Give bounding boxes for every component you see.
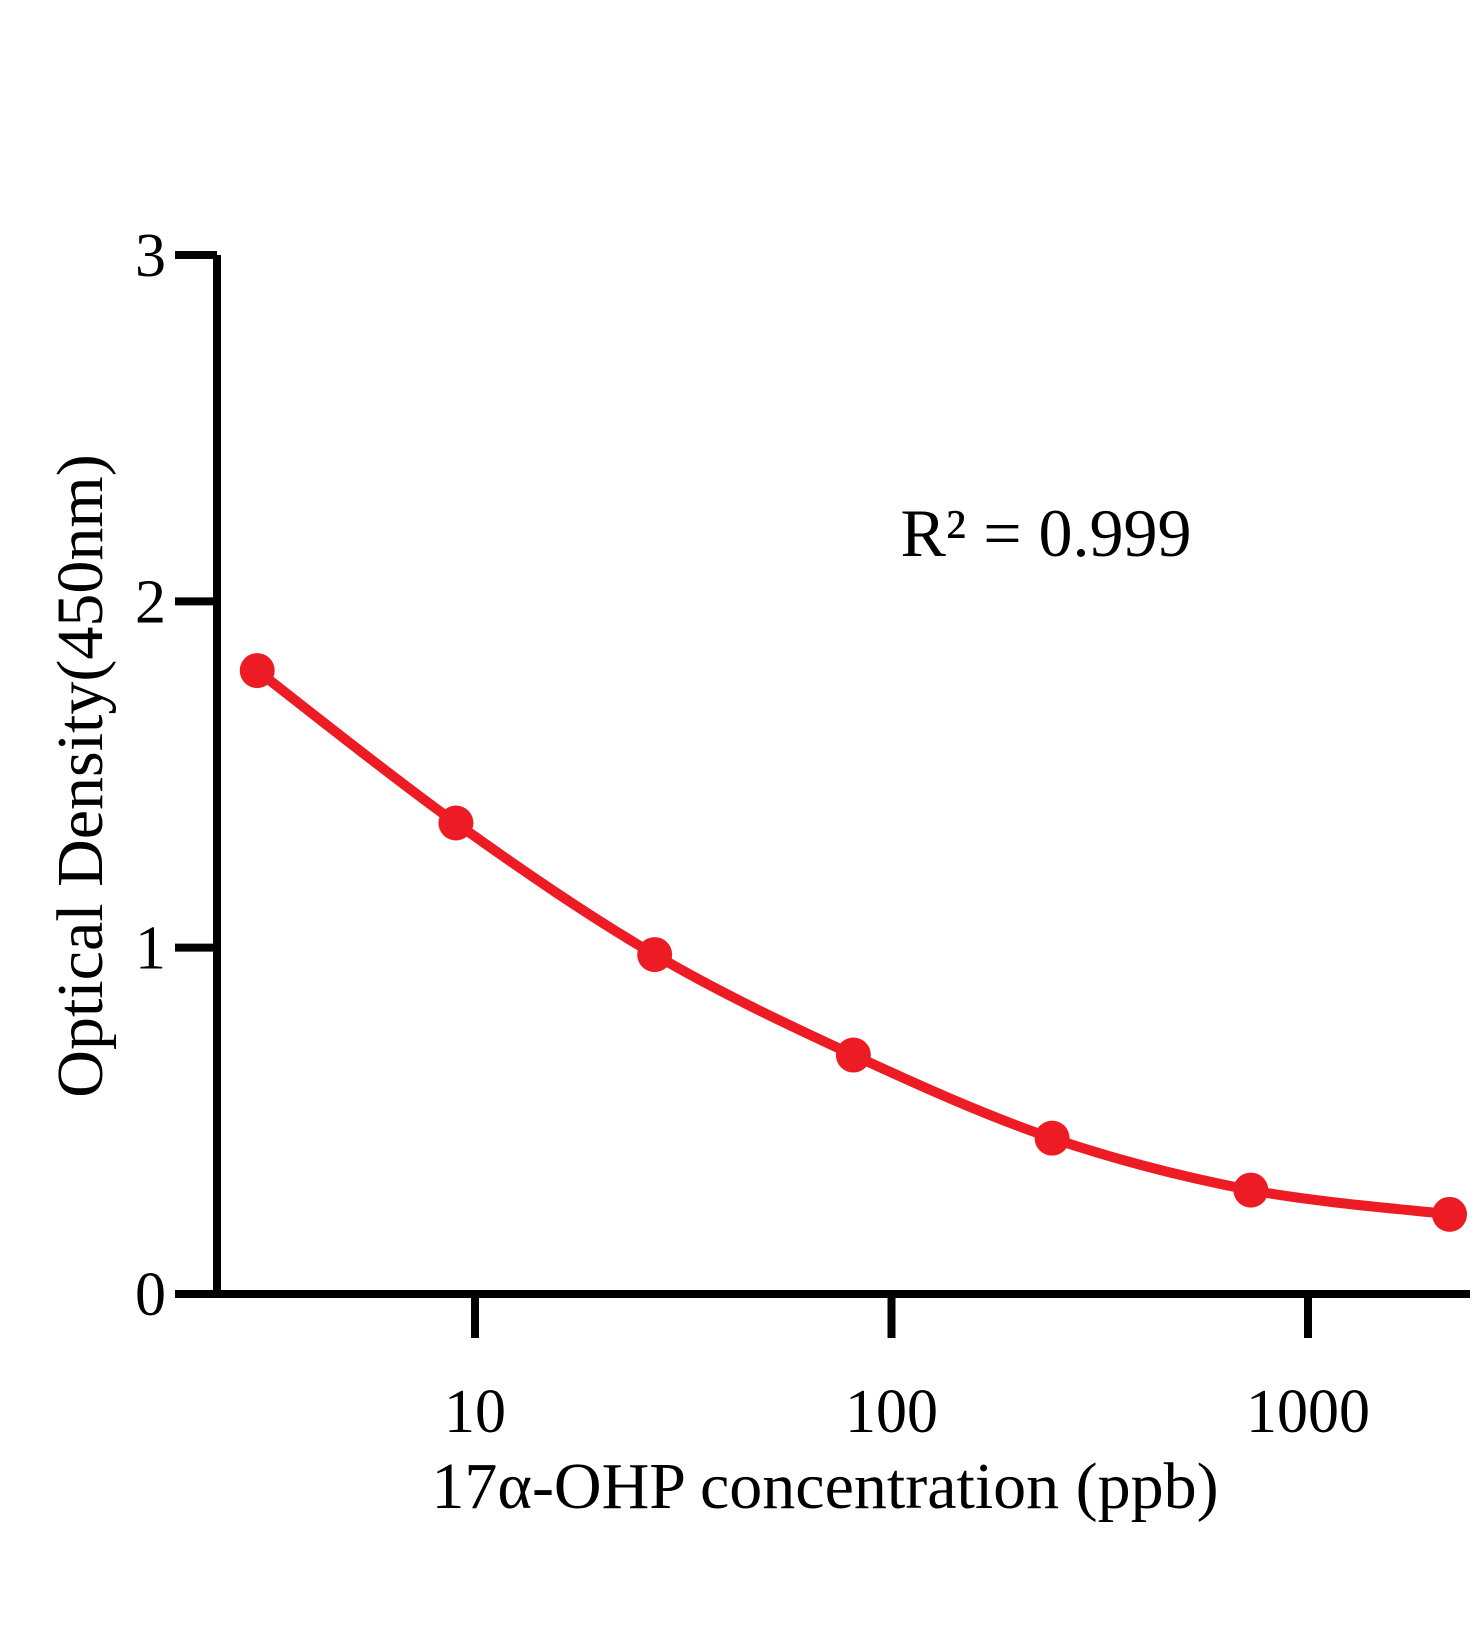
data-point-marker <box>239 653 275 689</box>
y-axis-title: Optical Density(450nm) <box>44 454 117 1097</box>
x-tick-label: 10 <box>444 1378 506 1446</box>
elisa-standard-curve-figure: 0 1 2 3 10 100 1000 17α-OHP concentration (ppb)… <box>40 16 1472 1616</box>
data-point-marker <box>637 937 673 973</box>
x-axis-title: 17α-OHP concentration (ppb) <box>431 1450 1218 1523</box>
x-tick-label: 1000 <box>1246 1378 1370 1446</box>
data-point-marker <box>1233 1172 1269 1208</box>
y-tick-label: 1 <box>135 915 166 983</box>
y-tick-label: 2 <box>135 568 166 636</box>
data-point-marker <box>1034 1120 1070 1156</box>
data-point-marker <box>1432 1196 1468 1232</box>
y-tick-label: 0 <box>135 1261 166 1329</box>
standard-curve-line <box>252 665 1455 1220</box>
data-point-marker <box>835 1037 871 1073</box>
data-point-marker <box>438 805 474 841</box>
r-squared-annotation: R² = 0.999 <box>900 495 1191 571</box>
chart-canvas: 0 1 2 3 10 100 1000 17α-OHP concentration (ppb)… <box>44 222 1470 1523</box>
x-tick-label: 100 <box>845 1378 938 1446</box>
y-tick-label: 3 <box>135 222 166 290</box>
